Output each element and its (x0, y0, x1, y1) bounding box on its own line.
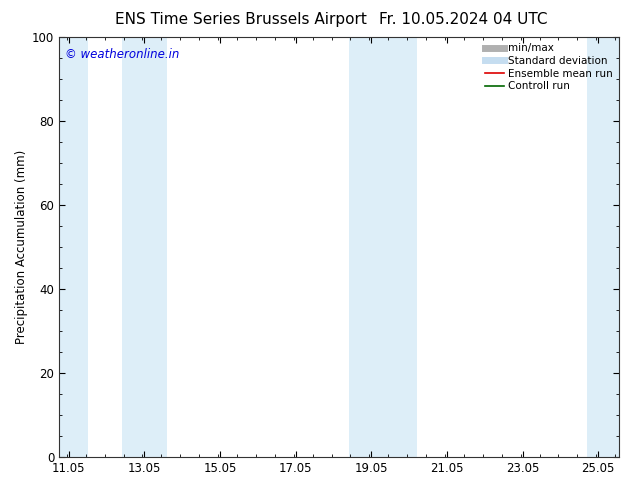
Y-axis label: Precipitation Accumulation (mm): Precipitation Accumulation (mm) (15, 150, 28, 344)
Legend: min/max, Standard deviation, Ensemble mean run, Controll run: min/max, Standard deviation, Ensemble me… (481, 39, 617, 96)
Bar (122, 37, 167, 457)
Text: © weatheronline.in: © weatheronline.in (65, 48, 179, 61)
Text: ENS Time Series Brussels Airport: ENS Time Series Brussels Airport (115, 12, 367, 27)
Bar (59, 37, 87, 457)
Bar (349, 37, 417, 457)
Text: Fr. 10.05.2024 04 UTC: Fr. 10.05.2024 04 UTC (378, 12, 547, 27)
Bar (587, 37, 619, 457)
